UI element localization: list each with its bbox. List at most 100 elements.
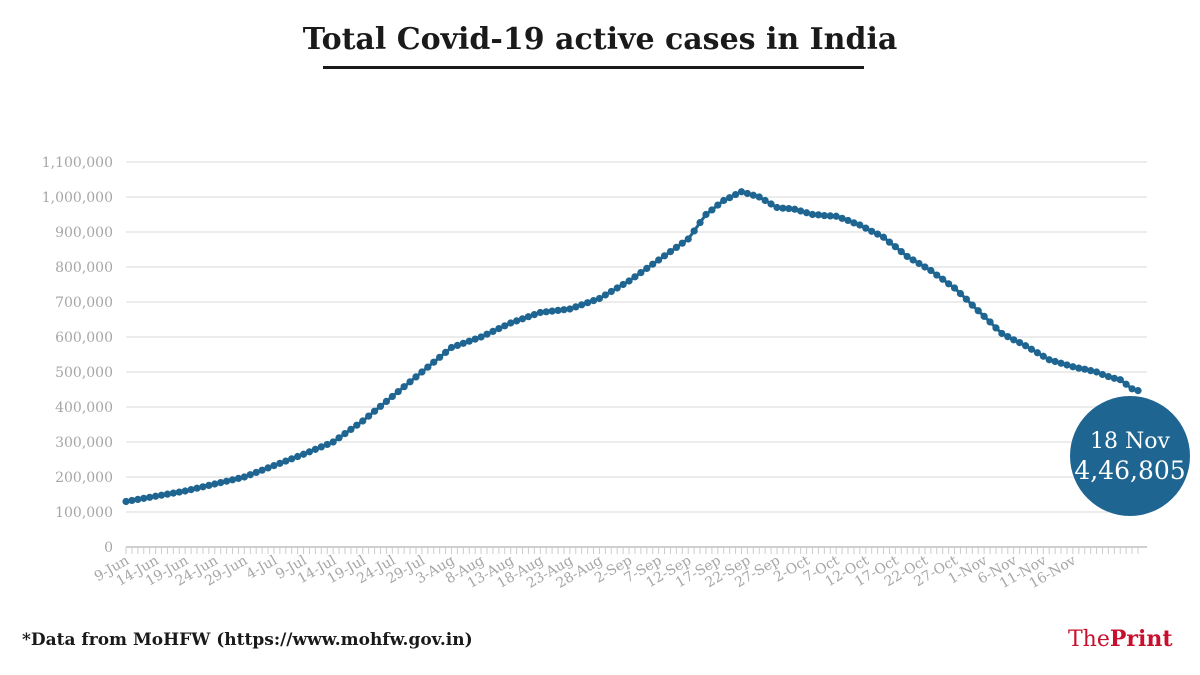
data-point <box>323 440 331 449</box>
data-point <box>696 218 704 227</box>
data-point <box>714 201 722 209</box>
data-point <box>347 425 355 433</box>
data-point <box>1110 374 1118 382</box>
y-tick-label: 500,000 <box>55 365 113 381</box>
data-point <box>412 373 420 381</box>
data-point <box>353 421 361 429</box>
data-point <box>767 200 775 208</box>
data-point <box>968 301 976 309</box>
data-point <box>211 480 219 488</box>
data-point <box>157 491 166 499</box>
data-point <box>424 363 432 371</box>
data-point <box>1092 368 1101 376</box>
data-point <box>826 212 834 220</box>
data-point <box>483 330 491 338</box>
data-point <box>885 238 894 246</box>
data-point <box>512 317 521 325</box>
y-tick-label: 400,000 <box>55 400 113 416</box>
data-point <box>1134 387 1142 395</box>
title-underline <box>323 66 864 69</box>
callout-date: 18 Nov <box>1090 429 1170 454</box>
data-point <box>956 290 965 298</box>
data-point <box>589 297 598 305</box>
data-point <box>134 495 142 503</box>
data-point <box>856 221 864 229</box>
series-line <box>125 190 1139 503</box>
source-footnote: *Data from MoHFW (https://www.mohfw.gov.… <box>22 630 473 650</box>
logo-print: Print <box>1109 626 1173 652</box>
data-point <box>584 299 592 307</box>
data-point <box>1081 365 1089 373</box>
y-tick-label: 700,000 <box>55 295 113 311</box>
data-point <box>317 443 325 451</box>
data-point <box>299 450 308 458</box>
data-point <box>850 219 858 227</box>
theprint-logo[interactable]: ThePrint <box>1068 626 1173 652</box>
data-point <box>1051 357 1059 366</box>
data-point <box>542 308 550 316</box>
data-point <box>844 216 852 225</box>
data-point <box>1087 367 1095 375</box>
data-point <box>879 233 888 241</box>
data-point <box>607 287 615 296</box>
data-point <box>441 348 450 356</box>
data-point <box>726 194 734 202</box>
data-point <box>370 407 379 415</box>
data-point <box>655 256 663 264</box>
data-point <box>660 252 669 260</box>
data-point <box>749 191 757 199</box>
data-point <box>193 484 201 492</box>
data-point <box>731 190 740 199</box>
data-point <box>791 205 799 213</box>
data-point <box>619 280 627 289</box>
data-point <box>779 204 787 212</box>
data-point <box>862 224 870 232</box>
data-point <box>755 193 763 201</box>
data-point <box>471 335 479 343</box>
y-tick-label: 600,000 <box>55 330 113 346</box>
data-point <box>1063 361 1071 369</box>
data-point <box>400 383 408 391</box>
data-point <box>560 306 568 314</box>
y-tick-label: 1,100,000 <box>42 155 113 171</box>
data-point <box>140 494 148 502</box>
data-point <box>1016 339 1024 347</box>
data-point <box>294 452 302 461</box>
data-point <box>1010 336 1018 344</box>
callout-value: 4,46,805 <box>1074 456 1186 485</box>
data-point <box>720 196 728 205</box>
y-tick-label: 100,000 <box>55 505 113 521</box>
active-cases-series <box>122 188 1142 506</box>
data-point <box>891 243 899 251</box>
gridlines <box>126 161 1147 513</box>
data-point <box>737 188 746 196</box>
data-point <box>205 481 213 489</box>
data-point <box>1116 376 1124 384</box>
data-point <box>678 239 686 247</box>
data-point <box>1104 372 1113 381</box>
data-point <box>187 486 195 494</box>
data-point <box>146 493 154 501</box>
data-point <box>808 210 817 219</box>
data-point <box>743 189 752 198</box>
data-point <box>921 263 929 271</box>
data-point <box>927 266 935 275</box>
data-point <box>1045 356 1053 364</box>
data-point <box>962 295 970 303</box>
data-point <box>578 301 586 309</box>
data-point <box>832 212 840 220</box>
data-point <box>151 492 160 500</box>
data-point <box>365 412 373 420</box>
data-point <box>939 275 947 283</box>
data-point <box>643 264 651 272</box>
data-point <box>797 207 805 215</box>
y-tick-label: 1,000,000 <box>42 190 113 206</box>
data-point <box>554 306 562 314</box>
data-point <box>376 402 385 410</box>
data-point <box>672 243 680 251</box>
y-tick-label: 0 <box>104 540 113 556</box>
data-point <box>950 284 959 292</box>
data-point <box>536 308 544 317</box>
data-point <box>903 252 911 261</box>
data-point <box>802 209 811 217</box>
